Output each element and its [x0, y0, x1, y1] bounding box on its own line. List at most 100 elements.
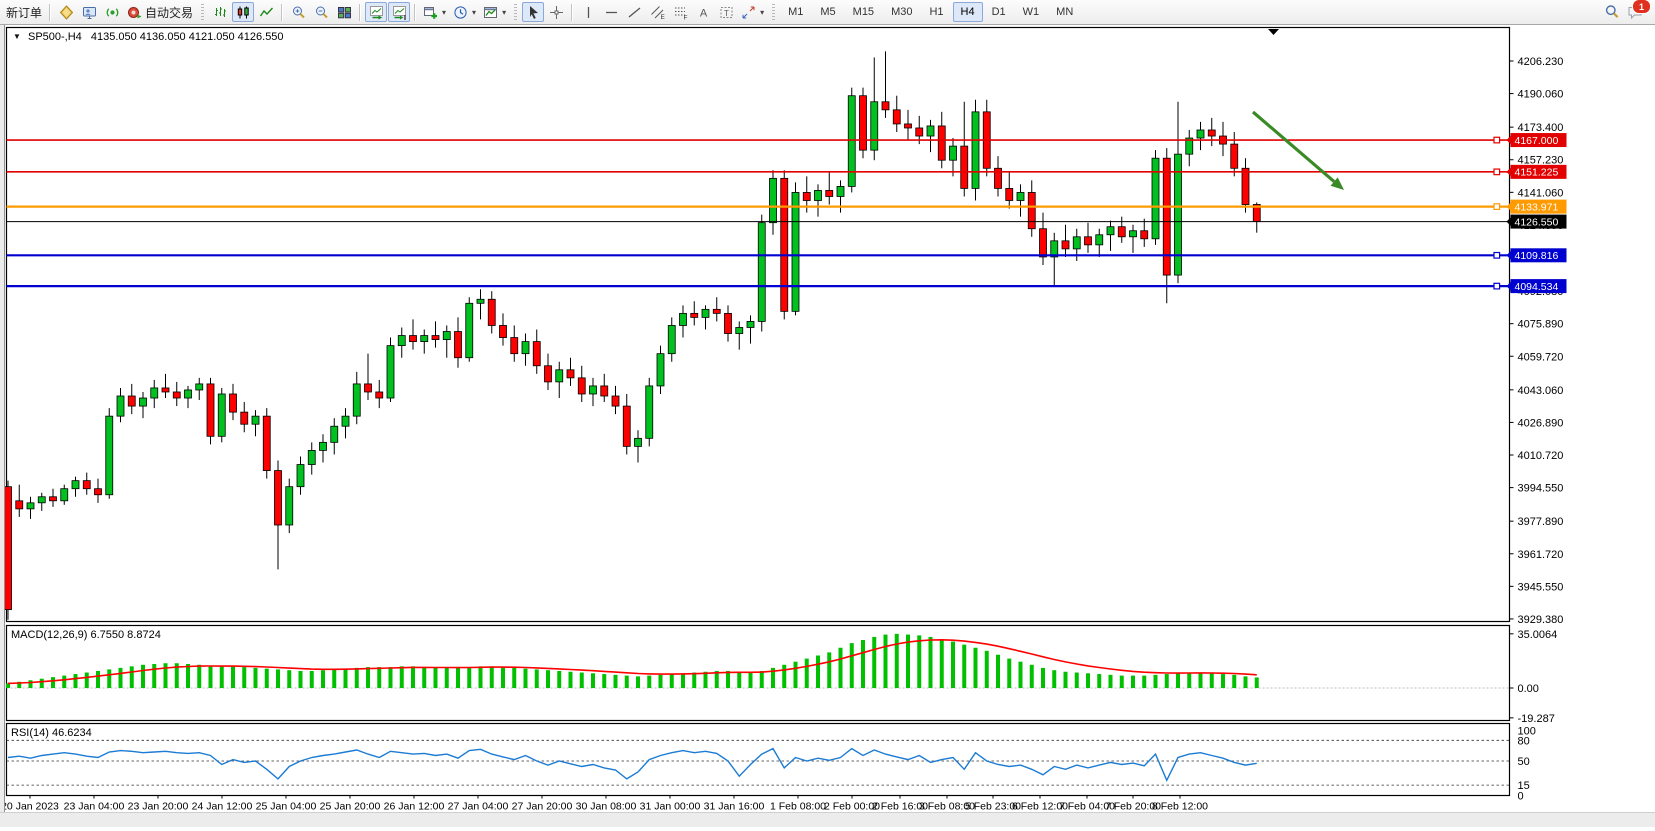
candle-body [622, 405, 631, 447]
candle-body [802, 192, 811, 201]
search-button[interactable] [1601, 2, 1623, 22]
candlestick-chart-button[interactable] [232, 2, 255, 22]
macd-histogram-bar [816, 655, 820, 688]
price-axis-tick: 4026.890 [1518, 417, 1564, 429]
price-level-badges: 4167.000 4151.225 4133.971 4126.550 4109.816… [1506, 133, 1567, 294]
arrows-tool-button[interactable]: ▾ [738, 2, 767, 22]
candle-body [1084, 236, 1092, 246]
level-line-handle[interactable] [1493, 251, 1501, 259]
periods-button[interactable]: ▾ [450, 2, 479, 22]
signal-button[interactable] [101, 2, 123, 22]
new-chart-button[interactable]: ▾ [420, 2, 449, 22]
tile-windows-button[interactable] [333, 2, 355, 22]
gold-diamond-button[interactable] [55, 2, 77, 22]
macd-histogram-bar [838, 647, 843, 688]
price-axis-tick: 4157.230 [1518, 155, 1564, 167]
timeframe-w1[interactable]: W1 [1015, 2, 1048, 22]
fibonacci-button[interactable]: F [669, 2, 691, 22]
macd-histogram-bar [73, 674, 78, 688]
price-axis-tick: 4010.720 [1518, 450, 1564, 462]
rsi-level-lines [6, 739, 1510, 786]
macd-histogram-bar [1074, 672, 1079, 688]
toolbar-drag-handle[interactable] [201, 4, 205, 20]
macd-histogram-bar [388, 667, 393, 688]
timeframe-h4[interactable]: H4 [952, 2, 983, 22]
macd-histogram-bar [1198, 672, 1203, 688]
macd-axis-tick: 35.0064 [1518, 629, 1558, 641]
text-label-button[interactable]: T [715, 2, 737, 22]
annotation-arrow[interactable] [1251, 110, 1344, 190]
timeframe-m5[interactable]: M5 [812, 2, 843, 22]
macd-histogram-bar [84, 672, 89, 688]
equidistant-channel-button[interactable]: E [646, 2, 668, 22]
timeframe-m30[interactable]: M30 [883, 2, 920, 22]
candle-body [577, 377, 586, 395]
indicators-button[interactable]: ▾ [480, 2, 509, 22]
timeframe-m15[interactable]: M15 [845, 2, 882, 22]
time-axis-label: 8 Feb 12:00 [1152, 801, 1208, 813]
candle-body [881, 101, 890, 111]
notifications-button[interactable]: 1 [1624, 0, 1651, 22]
price-level-badge: 4126.550 [1515, 216, 1559, 228]
time-axis-label: 20 Jan 2023 [1, 801, 59, 813]
vertical-line-button[interactable] [577, 2, 599, 22]
macd-axis[interactable]: 35.0064 0.00 -19.287 [1509, 629, 1558, 725]
rsi-axis-tick: 15 [1518, 780, 1530, 792]
toolbar-drag-handle[interactable] [514, 4, 518, 20]
candle-body [4, 486, 12, 611]
timeframe-d1[interactable]: D1 [984, 2, 1014, 22]
macd-histogram-bar [1041, 667, 1045, 688]
candle-body [1140, 230, 1149, 240]
timeframe-mn[interactable]: MN [1048, 2, 1081, 22]
level-line-handle[interactable] [1493, 282, 1501, 290]
time-axis-label: 27 Jan 04:00 [448, 801, 509, 813]
text-tool-button[interactable]: A [692, 2, 714, 22]
macd-histogram-bar [152, 664, 157, 688]
scroll-anchor-icon[interactable] [1268, 29, 1279, 35]
collapse-triangle-icon[interactable]: ▼ [13, 32, 21, 41]
candle-body [150, 387, 159, 399]
crosshair-button[interactable] [545, 2, 567, 22]
price-axis-tick: 3945.550 [1518, 581, 1564, 593]
candle-body [1185, 137, 1194, 155]
trendline-button[interactable] [623, 2, 645, 22]
line-chart-button[interactable] [255, 2, 277, 22]
level-line-handle[interactable] [1493, 203, 1501, 211]
macd-axis-tick: 0.00 [1518, 683, 1539, 695]
market-monitor-button[interactable] [78, 2, 100, 22]
toolbar-drag-handle[interactable] [772, 4, 776, 20]
candle-body [1061, 240, 1070, 250]
auto-trading-button[interactable]: 自动交易 [124, 2, 196, 22]
bar-chart-button[interactable] [209, 2, 231, 22]
candle-body [1207, 129, 1216, 137]
macd-histogram-bar [1052, 670, 1057, 688]
macd-histogram-bar [951, 641, 955, 688]
candle-body [769, 177, 777, 224]
chevron-down-icon: ▾ [442, 7, 447, 17]
time-axis-label: 23 Jan 04:00 [64, 801, 125, 813]
new-order-button[interactable]: 新订单 [3, 2, 45, 22]
level-line-handle[interactable] [1493, 168, 1501, 176]
search-icon [1605, 5, 1619, 18]
price-axis-tick: 3977.890 [1518, 516, 1564, 528]
level-line-handle[interactable] [1493, 136, 1501, 144]
candle-body [544, 365, 552, 383]
cursor-button[interactable] [522, 2, 545, 22]
chart-shift-button[interactable] [388, 2, 411, 22]
candle-body [26, 502, 35, 510]
horizontal-line-button[interactable] [600, 2, 622, 22]
timeframe-m1[interactable]: M1 [780, 2, 811, 22]
candle-body [892, 109, 901, 125]
zoom-out-button[interactable] [310, 2, 332, 22]
candle-body [690, 312, 699, 318]
timeframe-h1[interactable]: H1 [921, 2, 951, 22]
candle-body [870, 101, 879, 151]
macd-plot [6, 633, 1510, 689]
macd-histogram-bar [849, 643, 854, 688]
zoom-in-button[interactable] [287, 2, 309, 22]
time-axis[interactable]: 20 Jan 2023 23 Jan 04:00 23 Jan 20:00 24 Ja… [1, 795, 1208, 813]
candles [4, 51, 1261, 620]
auto-scroll-button[interactable] [365, 2, 388, 22]
